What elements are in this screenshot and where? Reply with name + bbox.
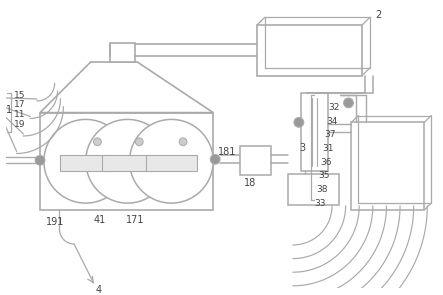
Text: 181: 181 <box>218 147 237 157</box>
Text: 191: 191 <box>46 217 64 227</box>
Circle shape <box>129 119 213 203</box>
Text: 4: 4 <box>96 285 101 295</box>
Text: 11: 11 <box>14 110 25 119</box>
Bar <box>240 146 271 175</box>
Text: 34: 34 <box>326 117 338 126</box>
Bar <box>351 122 424 210</box>
Text: 36: 36 <box>320 158 332 167</box>
Bar <box>257 25 362 76</box>
Circle shape <box>35 155 45 165</box>
Text: 37: 37 <box>324 130 336 140</box>
Text: 18: 18 <box>245 178 256 188</box>
Polygon shape <box>40 62 213 113</box>
Text: 33: 33 <box>315 199 326 208</box>
Bar <box>102 155 153 171</box>
Text: 31: 31 <box>322 144 334 153</box>
Text: 41: 41 <box>93 215 106 225</box>
Circle shape <box>210 155 220 164</box>
Circle shape <box>86 119 169 203</box>
Text: 32: 32 <box>328 103 339 112</box>
Bar <box>301 93 328 171</box>
Bar <box>146 155 197 171</box>
Text: 38: 38 <box>316 185 328 194</box>
Circle shape <box>136 138 143 146</box>
Bar <box>60 155 111 171</box>
Text: 15: 15 <box>14 91 25 100</box>
Bar <box>110 42 136 62</box>
Circle shape <box>294 117 304 127</box>
Text: 171: 171 <box>126 215 144 225</box>
Text: 35: 35 <box>319 171 330 180</box>
Text: 17: 17 <box>14 100 25 109</box>
Text: 2: 2 <box>376 10 382 20</box>
Text: 1: 1 <box>6 105 12 115</box>
Circle shape <box>44 119 128 203</box>
Bar <box>288 174 339 205</box>
Text: 19: 19 <box>14 120 25 129</box>
Circle shape <box>344 98 354 108</box>
Circle shape <box>93 138 101 146</box>
Circle shape <box>179 138 187 146</box>
Bar <box>40 113 213 210</box>
Text: 3: 3 <box>299 143 305 153</box>
